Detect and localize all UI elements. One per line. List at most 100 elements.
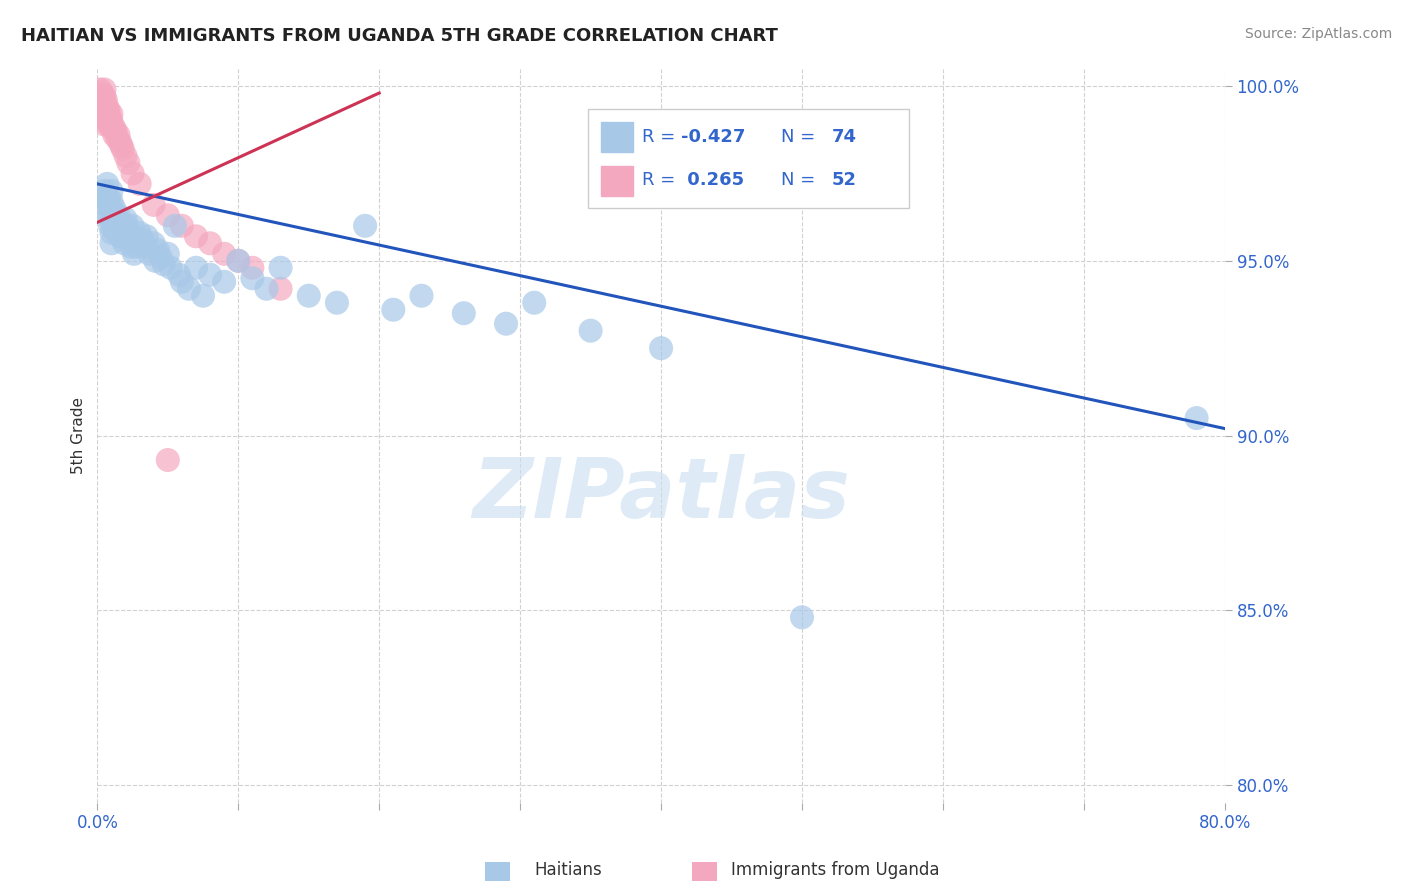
Point <box>104 124 127 138</box>
Point <box>117 156 139 170</box>
Point <box>212 275 235 289</box>
Point <box>115 219 138 233</box>
Point <box>108 135 131 149</box>
Point <box>91 89 114 103</box>
Point <box>93 89 115 103</box>
Point <box>112 236 135 251</box>
Point <box>156 208 179 222</box>
Point <box>103 211 125 226</box>
Point <box>93 202 115 216</box>
Point <box>100 184 122 198</box>
Point <box>105 215 128 229</box>
Point <box>226 253 249 268</box>
Point <box>142 236 165 251</box>
Point <box>156 453 179 467</box>
Point <box>94 107 117 121</box>
Point <box>108 215 131 229</box>
Point <box>382 302 405 317</box>
Text: ZIPatlas: ZIPatlas <box>472 454 851 535</box>
Point <box>97 118 120 132</box>
Point <box>212 247 235 261</box>
Point <box>270 260 292 275</box>
Point <box>240 271 263 285</box>
Point <box>110 222 132 236</box>
Point <box>122 247 145 261</box>
Point <box>94 93 117 107</box>
Point <box>298 289 321 303</box>
Point <box>128 236 150 251</box>
Point <box>103 202 125 216</box>
Point <box>93 191 115 205</box>
Point <box>91 96 114 111</box>
Point <box>111 229 134 244</box>
Point <box>523 295 546 310</box>
Point <box>103 128 125 142</box>
Point <box>100 194 122 209</box>
Point <box>1185 411 1208 425</box>
Point <box>96 194 118 209</box>
Point <box>107 222 129 236</box>
Point <box>103 222 125 236</box>
Point <box>90 107 112 121</box>
Point <box>138 247 160 261</box>
Point <box>97 103 120 118</box>
Point <box>94 100 117 114</box>
Point <box>790 610 813 624</box>
Point <box>93 103 115 118</box>
Point <box>104 208 127 222</box>
Point <box>152 257 174 271</box>
Point <box>90 93 112 107</box>
Point <box>96 177 118 191</box>
Text: Haitians: Haitians <box>534 861 602 879</box>
Point <box>100 120 122 135</box>
Point <box>121 219 143 233</box>
Point <box>191 289 214 303</box>
Point <box>184 229 207 244</box>
Text: Source: ZipAtlas.com: Source: ZipAtlas.com <box>1244 27 1392 41</box>
Point <box>411 289 433 303</box>
Point <box>104 219 127 233</box>
Point <box>108 229 131 244</box>
Point <box>98 118 121 132</box>
Point <box>100 215 122 229</box>
Point <box>142 198 165 212</box>
Point <box>89 96 111 111</box>
Point <box>98 202 121 216</box>
Point <box>97 208 120 222</box>
Point <box>256 282 278 296</box>
Point <box>170 275 193 289</box>
Point <box>100 114 122 128</box>
Y-axis label: 5th Grade: 5th Grade <box>72 397 86 474</box>
Point <box>198 268 221 282</box>
Text: Immigrants from Uganda: Immigrants from Uganda <box>731 861 939 879</box>
Point <box>131 233 153 247</box>
Point <box>118 233 141 247</box>
Point <box>89 82 111 96</box>
Point <box>226 253 249 268</box>
Point <box>156 247 179 261</box>
Point <box>93 96 115 111</box>
Point <box>143 253 166 268</box>
Point <box>149 250 172 264</box>
Point <box>184 260 207 275</box>
Point <box>240 260 263 275</box>
Point <box>90 86 112 100</box>
Point <box>326 295 349 310</box>
Point <box>100 236 122 251</box>
Point <box>650 341 672 355</box>
Point <box>177 282 200 296</box>
Point <box>354 219 377 233</box>
Point <box>97 191 120 205</box>
Point <box>90 100 112 114</box>
Point <box>105 131 128 145</box>
Point <box>96 100 118 114</box>
Point <box>453 306 475 320</box>
Point <box>98 111 121 125</box>
Point <box>159 260 181 275</box>
Point <box>93 82 115 96</box>
Point <box>270 282 292 296</box>
Point <box>117 226 139 240</box>
Point <box>170 219 193 233</box>
Point <box>121 166 143 180</box>
Point <box>125 240 148 254</box>
